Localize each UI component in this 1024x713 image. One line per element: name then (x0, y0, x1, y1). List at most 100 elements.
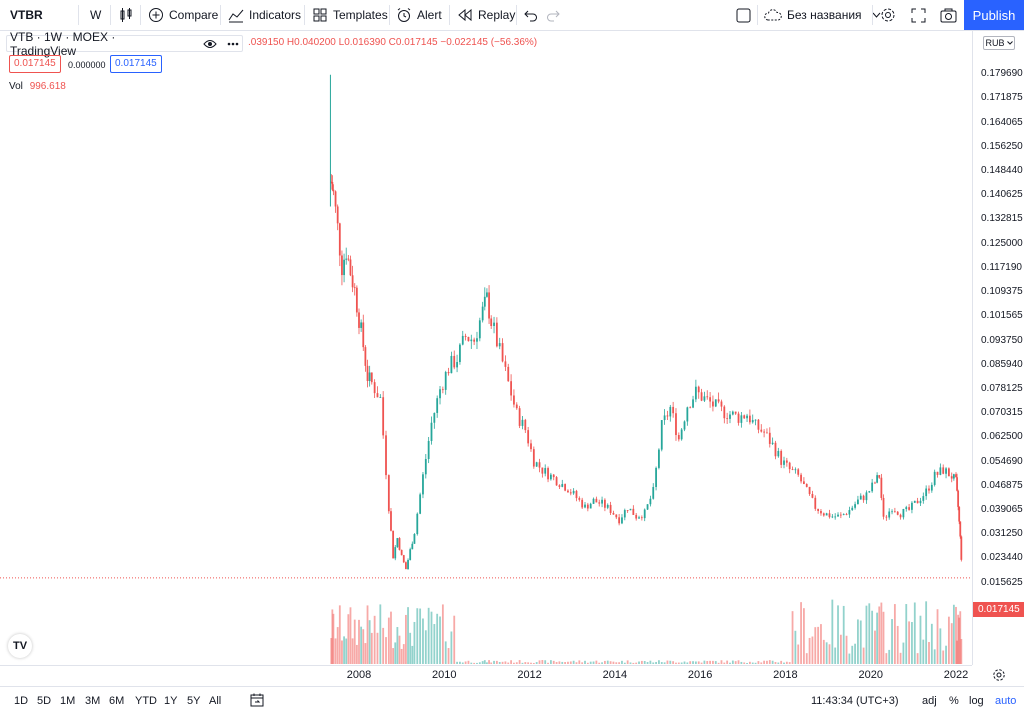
volume-bar (331, 609, 334, 664)
candle-body (700, 392, 703, 401)
candle-body (950, 476, 953, 479)
range-button-all[interactable]: All (209, 695, 222, 707)
range-button-5d[interactable]: 5D (37, 695, 52, 707)
templates-grid-icon (312, 7, 328, 23)
volume-bar (771, 660, 774, 664)
plus-circle-icon (148, 7, 164, 23)
price-tick-label: 0.179690 (981, 68, 1023, 80)
auto-toggle[interactable]: auto (995, 695, 1017, 707)
percent-toggle[interactable]: % (949, 695, 959, 707)
candle-body (828, 513, 831, 518)
volume-bar (515, 662, 518, 664)
candle-body (638, 517, 640, 519)
templates-label: Templates (333, 8, 388, 22)
candle-body (422, 474, 424, 495)
volume-bar (822, 639, 825, 664)
calendar-goto-icon[interactable] (250, 693, 264, 710)
volume-bar (911, 622, 913, 664)
axis-settings-gear-icon[interactable] (992, 668, 1006, 687)
volume-bar (422, 618, 424, 664)
candle-body (902, 509, 905, 518)
candle-body (379, 397, 382, 399)
candle-body (743, 415, 746, 419)
more-dots-icon[interactable] (227, 42, 239, 46)
range-button-1m[interactable]: 1M (60, 695, 76, 707)
replay-rewind-icon (457, 7, 473, 23)
price-chart[interactable] (0, 31, 972, 665)
range-button-ytd[interactable]: YTD (135, 695, 157, 707)
fullscreen-button[interactable] (911, 0, 926, 30)
indicators-button[interactable]: Indicators (228, 0, 301, 30)
select-layout-checkbox[interactable] (736, 0, 751, 30)
volume-bar (510, 660, 512, 664)
volume-bar (726, 660, 729, 664)
volume-bar (400, 648, 403, 664)
replay-button[interactable]: Replay (457, 0, 515, 30)
candle-body (483, 296, 486, 307)
settings-button[interactable] (880, 0, 896, 30)
candle-body (751, 420, 754, 423)
symbol-legend-row[interactable]: VTB · 1W · MOEX · TradingView (6, 30, 243, 58)
time-axis[interactable]: 2008 2010 2012 2014 2016 2018 2020 2022 (0, 665, 972, 685)
candle-body (885, 516, 888, 518)
sell-price-box[interactable]: 0.017145 (9, 55, 61, 73)
volume-value: 996.618 (29, 81, 66, 92)
undo-button[interactable] (524, 0, 538, 30)
candle-body (845, 514, 848, 515)
layout-name-button[interactable]: Без названия (764, 0, 881, 30)
currency-button[interactable]: RUB (983, 36, 1015, 50)
volume-bar (731, 660, 734, 664)
volume-bar (714, 661, 717, 664)
compare-button[interactable]: Compare (148, 0, 218, 30)
range-button-1d[interactable]: 1D (14, 695, 29, 707)
volume-bar (763, 660, 766, 664)
volume-bar (402, 644, 405, 664)
range-button-1y[interactable]: 1Y (164, 695, 178, 707)
bottom-toolbar: 1D 5D 1M 3M 6M YTD 1Y 5Y All 11:43:34 (UTC+3) ad… (0, 686, 1024, 713)
clock-time[interactable]: 11:43:34 (UTC+3) (811, 695, 899, 707)
time-tick-label: 2012 (517, 669, 542, 681)
price-tick-label: 0.031250 (981, 528, 1023, 540)
tradingview-logo-icon[interactable]: TV (8, 634, 32, 658)
chart-type-button[interactable] (118, 0, 134, 30)
volume-bar (366, 605, 369, 664)
snapshot-button[interactable] (940, 0, 957, 30)
volume-bar (444, 641, 447, 664)
redo-button[interactable] (546, 0, 560, 30)
fullscreen-icon (911, 8, 926, 23)
interval-button[interactable]: W (90, 0, 101, 30)
range-button-6m[interactable]: 6M (109, 695, 125, 707)
candle-body (882, 497, 885, 517)
candle-body (763, 431, 766, 433)
candle-body (717, 399, 720, 402)
volume-bar (413, 621, 416, 664)
buy-price-box[interactable]: 0.017145 (110, 55, 162, 73)
range-button-3m[interactable]: 3M (85, 695, 101, 707)
candle-body (552, 474, 555, 478)
volume-bar (387, 617, 390, 664)
symbol-search-button[interactable]: VTBR (10, 0, 43, 30)
candle-body (729, 414, 731, 419)
range-button-5y[interactable]: 5Y (187, 695, 201, 707)
log-toggle[interactable]: log (969, 695, 984, 707)
volume-bar (362, 629, 365, 664)
candle-body (726, 418, 729, 420)
volume-bar (368, 620, 371, 664)
volume-bar (405, 614, 407, 664)
alert-button[interactable]: Alert (396, 0, 442, 30)
templates-button[interactable]: Templates (312, 0, 388, 30)
candle-body (558, 485, 561, 487)
adjust-toggle[interactable]: adj (922, 695, 937, 707)
candle-body (925, 488, 928, 497)
price-tick-label: 0.085940 (981, 358, 1023, 370)
price-tick-label: 0.046875 (981, 479, 1023, 491)
publish-button[interactable]: Publish (964, 0, 1024, 30)
chart-pane[interactable] (0, 31, 972, 665)
candle-body (394, 547, 397, 559)
eye-icon[interactable] (203, 39, 217, 49)
candle-body (893, 511, 896, 513)
volume-bar (955, 606, 957, 664)
candle-body (803, 481, 805, 485)
gear-icon (880, 7, 896, 23)
price-axis[interactable]: 0.179690 0.171875 0.164065 0.156250 0.148440… (972, 31, 1024, 665)
